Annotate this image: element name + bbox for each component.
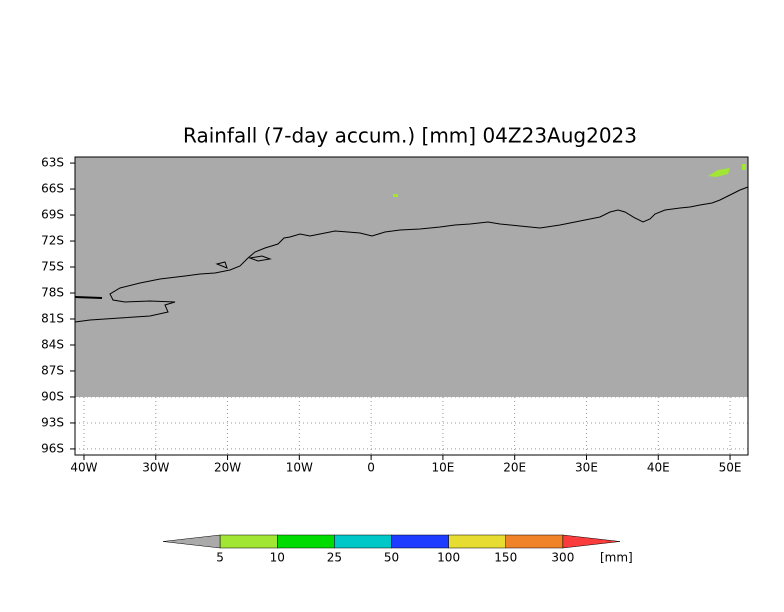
- shade: [75, 157, 748, 397]
- colorbar-box: [219, 534, 278, 549]
- y-tick-label: 75S: [41, 260, 64, 274]
- colorbar-label: 5: [216, 551, 224, 565]
- colorbar-triangle: [562, 534, 621, 549]
- plot-frame: [74, 156, 749, 456]
- x-tick-label: 0: [367, 461, 375, 475]
- rain-patch: [708, 168, 730, 177]
- x-tick-label: 30W: [142, 461, 169, 475]
- rain-patch: [393, 194, 398, 197]
- y-tick-label: 93S: [41, 415, 64, 429]
- x-tick-label: 20E: [503, 461, 526, 475]
- y-tick-label: 63S: [41, 156, 64, 170]
- shaded-area: [75, 157, 748, 397]
- colorbar-label: 25: [327, 551, 342, 565]
- y-tick-label: 78S: [41, 286, 64, 300]
- island: [215, 261, 228, 269]
- y-tick-label: 72S: [41, 234, 64, 248]
- colorbar-triangle: [162, 534, 221, 549]
- colorbar-box: [277, 534, 335, 549]
- y-tick-label: 66S: [41, 182, 64, 196]
- axes: 40W 30W 20W 10W 0 10E 20E 30E 40E 50E 63S 66S 69S 72S…: [41, 156, 741, 475]
- colorbar: 5 10 25 50 100 150 300 [mm]: [162, 534, 633, 565]
- y-tick-label: 90S: [41, 389, 64, 403]
- colorbar-box: [505, 534, 564, 549]
- y-tick-label: 84S: [41, 337, 64, 351]
- colorbar-label: 10: [270, 551, 285, 565]
- rain-patch: [742, 164, 746, 170]
- x-tick-label: 40W: [70, 461, 97, 475]
- y-tick-label: 96S: [41, 441, 64, 455]
- y-tick-label: 81S: [41, 311, 64, 325]
- x-tick-label: 10E: [431, 461, 454, 475]
- colorbar-box: [334, 534, 392, 549]
- y-tick-label: 69S: [41, 208, 64, 222]
- x-tick-label: 10W: [286, 461, 313, 475]
- rain-patches: [393, 164, 746, 197]
- map-title: Rainfall (7-day accum.) [mm] 04Z23Aug202…: [183, 124, 637, 148]
- ice-shelf-edge: [74, 296, 103, 299]
- x-tick-label: 50E: [719, 461, 742, 475]
- colorbar-label: 300: [551, 551, 574, 565]
- x-tick-label: 40E: [647, 461, 670, 475]
- colorbar-box: [391, 534, 449, 549]
- island: [248, 255, 272, 262]
- colorbar-label: 100: [437, 551, 460, 565]
- colorbar-label: 50: [384, 551, 399, 565]
- x-tick-label: 30E: [575, 461, 598, 475]
- colorbar-box: [448, 534, 506, 549]
- coast-main: [74, 186, 749, 323]
- coastline: [74, 186, 749, 323]
- x-tick-label: 20W: [214, 461, 241, 475]
- y-tick-label: 87S: [41, 363, 64, 377]
- colorbar-label: 150: [494, 551, 517, 565]
- colorbar-unit: [mm]: [600, 551, 633, 565]
